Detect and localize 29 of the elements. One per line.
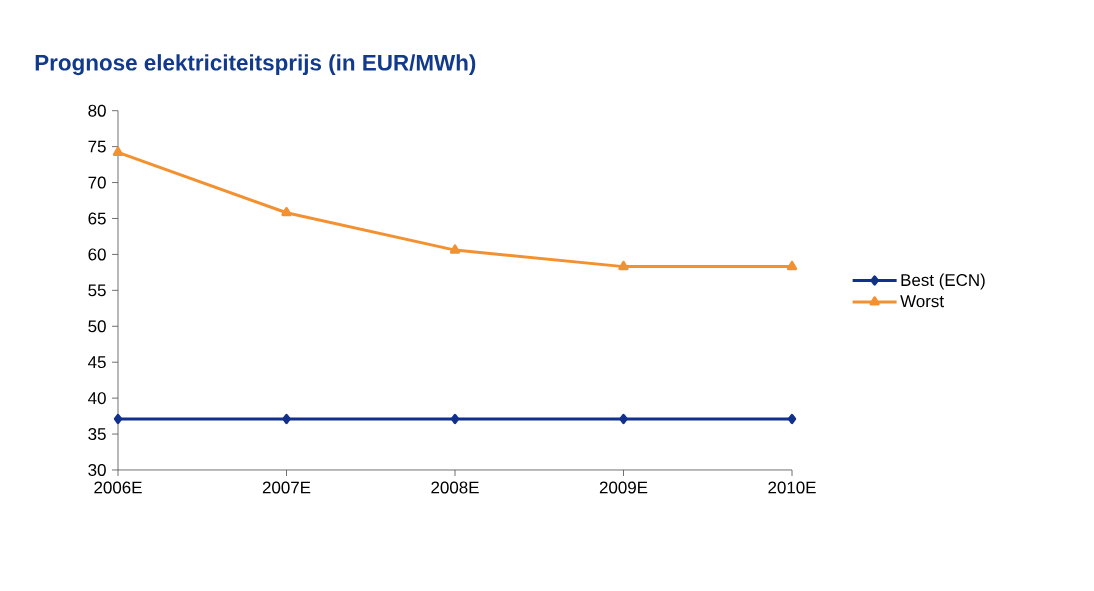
y-tick-label: 75 bbox=[88, 140, 106, 153]
point bbox=[113, 413, 123, 425]
y-tick-label: 35 bbox=[88, 428, 106, 441]
x-tick-label: 2007E bbox=[262, 481, 311, 494]
y-tick-label: 70 bbox=[88, 176, 106, 189]
point bbox=[282, 413, 291, 425]
chart-title: Prognose elektriciteitsprijs (in EUR/MWh) bbox=[35, 54, 476, 76]
legend-label: Worst bbox=[900, 295, 944, 308]
y-tick-label: 50 bbox=[88, 320, 106, 333]
point bbox=[449, 244, 461, 254]
point bbox=[618, 260, 629, 271]
y-tick-label: 80 bbox=[88, 104, 106, 117]
y-tick-label: 65 bbox=[88, 212, 106, 225]
point bbox=[281, 207, 292, 217]
x-tick-label: 2010E bbox=[768, 481, 816, 494]
x-tick-label: 2008E bbox=[431, 481, 479, 494]
point bbox=[450, 413, 460, 425]
point bbox=[112, 146, 124, 156]
point bbox=[619, 413, 628, 425]
y-tick-label: 40 bbox=[88, 392, 106, 405]
point bbox=[786, 260, 798, 271]
point bbox=[787, 413, 797, 425]
y-tick-label: 55 bbox=[88, 284, 106, 297]
y-tick-label: 30 bbox=[88, 463, 106, 476]
legend-label: Best (ECN) bbox=[901, 273, 985, 290]
y-tick-label: 45 bbox=[88, 356, 106, 369]
x-tick-label: 2006E bbox=[94, 481, 142, 494]
y-tick-label: 60 bbox=[88, 248, 106, 261]
x-tick-label: 2009E bbox=[599, 481, 648, 494]
